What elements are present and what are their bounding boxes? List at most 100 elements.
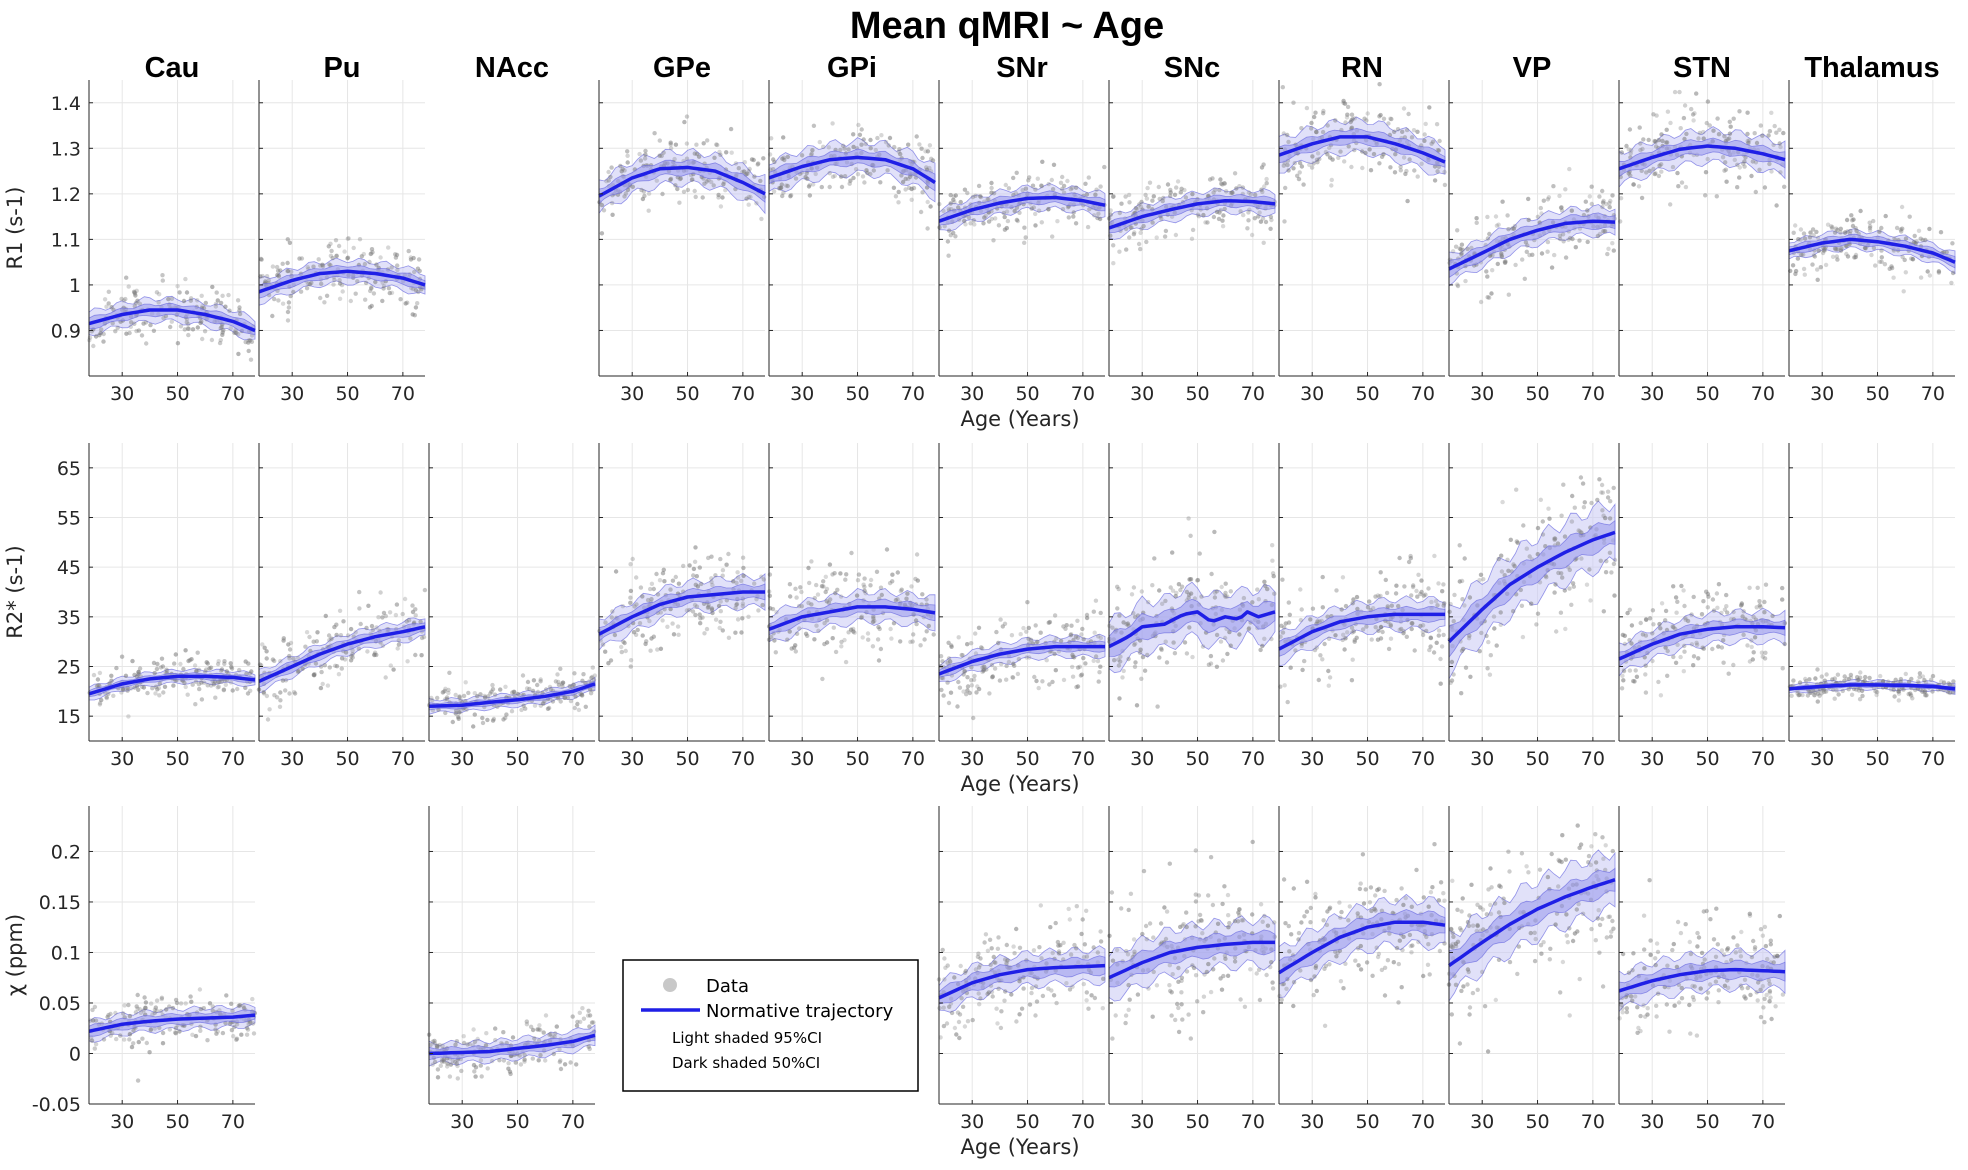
- data-point: [237, 311, 243, 317]
- data-point: [1342, 647, 1347, 652]
- data-point: [1341, 632, 1346, 637]
- data-point: [1715, 605, 1720, 610]
- data-point: [507, 1069, 513, 1074]
- data-point: [311, 264, 316, 269]
- data-point: [538, 679, 543, 684]
- data-point: [410, 312, 415, 317]
- data-point: [1589, 500, 1594, 506]
- data-point: [418, 619, 423, 624]
- data-point: [1196, 214, 1202, 219]
- data-point: [472, 1039, 478, 1045]
- data-point: [1781, 130, 1786, 136]
- data-point: [1676, 184, 1681, 189]
- data-point: [1815, 267, 1820, 272]
- data-point: [822, 641, 827, 647]
- data-point: [129, 320, 134, 325]
- data-point: [709, 607, 715, 612]
- data-point: [983, 213, 988, 219]
- data-point: [1605, 489, 1611, 494]
- data-point: [318, 685, 324, 691]
- data-point: [1120, 675, 1125, 680]
- data-point: [364, 625, 369, 631]
- data-point: [1084, 908, 1089, 913]
- data-point: [1878, 673, 1883, 679]
- data-point: [119, 654, 125, 659]
- data-point: [369, 285, 374, 290]
- data-point: [276, 298, 281, 303]
- data-point: [353, 630, 358, 635]
- data-point: [543, 1058, 548, 1063]
- data-point: [989, 216, 994, 222]
- data-point: [843, 577, 848, 582]
- data-point: [1168, 190, 1173, 195]
- data-point: [628, 658, 634, 663]
- data-point: [806, 600, 811, 606]
- data-point: [1922, 678, 1927, 683]
- data-point: [887, 580, 893, 586]
- trajectory-line: [1108, 610, 1276, 649]
- trajectory-line: [1278, 612, 1445, 651]
- data-point: [141, 1008, 146, 1013]
- data-point: [1521, 523, 1526, 528]
- data-point: [518, 1062, 524, 1067]
- data-point: [159, 656, 165, 661]
- data-point: [1892, 694, 1897, 699]
- data-point: [1498, 622, 1504, 627]
- data-point: [1650, 631, 1655, 636]
- data-point: [1033, 1013, 1038, 1018]
- data-point: [1411, 583, 1416, 588]
- data-point: [1171, 640, 1176, 645]
- data-point: [1566, 237, 1571, 242]
- data-point: [918, 209, 924, 215]
- data-point: [1597, 477, 1602, 482]
- data-point: [1195, 577, 1201, 583]
- data-point: [215, 661, 221, 667]
- data-point: [942, 956, 947, 961]
- data-point: [862, 584, 867, 590]
- data-point: [237, 308, 242, 313]
- data-point: [925, 199, 930, 205]
- data-point: [1053, 668, 1059, 673]
- data-point: [1848, 672, 1854, 678]
- data-point: [458, 698, 463, 703]
- data-point: [693, 582, 698, 587]
- data-point: [1620, 632, 1626, 638]
- data-point: [903, 187, 908, 192]
- data-point: [216, 659, 221, 664]
- data-point: [1815, 235, 1821, 240]
- data-point: [830, 174, 836, 179]
- data-point: [264, 274, 270, 279]
- data-point: [980, 669, 985, 675]
- data-point: [974, 690, 979, 695]
- data-point: [586, 1044, 591, 1049]
- data-point: [419, 653, 424, 658]
- data-point: [1711, 608, 1717, 613]
- data-point: [1681, 669, 1687, 674]
- data-point: [121, 687, 126, 692]
- data-point: [1750, 159, 1756, 164]
- data-point: [855, 578, 861, 583]
- data-point: [1313, 110, 1318, 115]
- data-point: [1598, 558, 1604, 563]
- data-point: [101, 339, 106, 344]
- data-point: [1505, 557, 1510, 562]
- data-point: [1310, 606, 1316, 611]
- data-point: [1763, 650, 1768, 655]
- data-point: [865, 631, 871, 636]
- data-point: [1511, 562, 1516, 567]
- data-point: [1811, 233, 1816, 238]
- data-point: [1580, 481, 1586, 486]
- data-point: [1032, 674, 1037, 680]
- data-point: [152, 670, 157, 676]
- data-point: [1433, 599, 1439, 604]
- x-tick-label: 70: [1751, 748, 1775, 770]
- data-point: [1922, 689, 1928, 694]
- data-point: [1815, 688, 1821, 693]
- data-point: [623, 191, 629, 196]
- data-point: [1912, 233, 1917, 239]
- data-point: [1142, 668, 1148, 673]
- x-tick-label: 30: [1130, 383, 1154, 405]
- data-point: [978, 996, 983, 1001]
- data-point: [1740, 614, 1745, 619]
- data-point: [691, 573, 696, 578]
